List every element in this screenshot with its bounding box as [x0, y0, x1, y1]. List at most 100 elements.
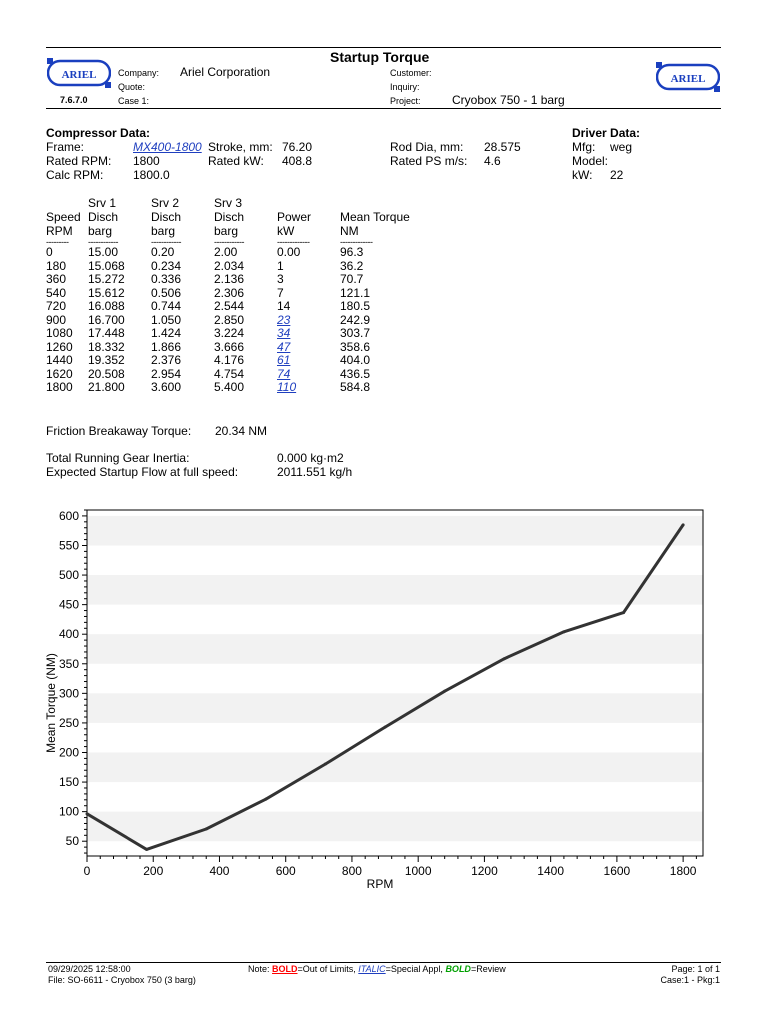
rated-rpm-label: Rated RPM: [46, 154, 112, 168]
table-row: 540 15.612 0.506 2.306 7 121.1 [46, 285, 430, 301]
table-row: 180 15.068 0.234 2.034 1 36.2 [46, 258, 430, 274]
table-cell: 1.424 [151, 326, 182, 340]
table-cell: 3.600 [151, 380, 182, 394]
bold-legend: BOLD [272, 964, 298, 974]
table-cell: 2.034 [214, 258, 245, 273]
table-cell: 16.088 [88, 299, 125, 313]
table-header-row-3: RPM barg barg barg kW NM [46, 224, 430, 238]
table-cell: 436.5 [340, 366, 371, 381]
table-cell: 19.352 [88, 353, 125, 367]
table-cell: 0 [46, 245, 53, 259]
table-cell: 358.6 [340, 339, 371, 354]
table-cell: 540 [46, 285, 67, 300]
y-tick-label: 350 [59, 657, 79, 671]
review-legend: BOLD [445, 964, 471, 974]
svg-text:ARIEL: ARIEL [671, 73, 706, 85]
frame-link[interactable]: MX400-1800 [133, 140, 202, 154]
mfg-label: Mfg: [572, 140, 596, 154]
driver-kw-label: kW: [572, 168, 593, 182]
table-cell[interactable]: 110 [277, 380, 297, 394]
friction-label: Friction Breakaway Torque: [46, 424, 192, 438]
table-cell: 3.666 [214, 339, 245, 354]
table-cell: 36.2 [340, 258, 364, 273]
table-row: 1440 19.352 2.376 4.176 61 404.0 [46, 353, 430, 368]
flow-label: Expected Startup Flow at full speed: [46, 465, 239, 479]
table-cell: 2.850 [214, 312, 245, 327]
grid-band [87, 811, 703, 842]
table-cell[interactable]: 74 [277, 366, 291, 381]
table-header-row-1: Srv 1 Srv 2 Srv 3 [46, 196, 430, 210]
col-header: Disch [88, 210, 119, 224]
table-cell: 1620 [46, 366, 73, 381]
col-header: barg [88, 224, 113, 238]
table-cell: 1080 [46, 326, 73, 340]
y-tick-label: 400 [59, 627, 79, 641]
table-cell: 2.544 [214, 299, 245, 313]
col-header: Srv 1 [88, 196, 117, 210]
col-header: Speed [46, 210, 81, 224]
col-header: Srv 2 [151, 196, 180, 210]
project-value: Cryobox 750 - 1 barg [452, 93, 565, 107]
table-cell: 242.9 [340, 312, 371, 327]
page-title: Startup Torque [330, 49, 430, 65]
table-cell: 180.5 [340, 299, 371, 313]
table-row: 900 16.700 1.050 2.850 23 242.9 [46, 312, 430, 328]
y-tick-label: 100 [59, 805, 79, 819]
table-cell[interactable]: 47 [277, 339, 291, 354]
table-cell: 1800 [46, 380, 73, 394]
table-cell: 0.234 [151, 258, 182, 273]
table-cell: 2.306 [214, 285, 245, 300]
table-cell: 404.0 [340, 353, 371, 367]
table-cell[interactable]: 34 [277, 326, 291, 340]
italic-legend: ITALIC [358, 964, 386, 974]
review-legend-text: =Review [470, 964, 506, 974]
y-tick-label: 450 [59, 598, 79, 612]
data-point [502, 657, 506, 661]
table-row: 1620 20.508 2.954 4.754 74 436.5 [46, 366, 430, 382]
dash-separator: ------------ [151, 237, 181, 247]
table-cell: 0.00 [277, 245, 301, 259]
footer-datetime: 09/29/2025 12:58:00 [48, 964, 131, 974]
inertia-value: 0.000 kg·m2 [277, 451, 344, 465]
x-tick-label: 200 [143, 864, 163, 878]
rod-dia-label: Rod Dia, mm: [390, 140, 464, 154]
table-cell: 2.376 [151, 353, 182, 367]
table-cell: 18.332 [88, 339, 125, 354]
table-row: 720 16.088 0.744 2.544 14 180.5 [46, 299, 430, 314]
stroke-label: Stroke, mm: [208, 140, 273, 154]
x-tick-label: 600 [276, 864, 296, 878]
col-header: barg [214, 224, 239, 238]
table-cell: 180 [46, 258, 67, 273]
rated-kw-value: 408.8 [282, 154, 313, 168]
col-header: Power [277, 210, 312, 224]
footer-rule [46, 962, 721, 963]
table-cell[interactable]: 61 [277, 353, 291, 367]
italic-legend-text: =Special Appl, [385, 964, 446, 974]
company-value: Ariel Corporation [180, 65, 271, 79]
table-row: 1800 21.800 3.600 5.400 110 584.8 [46, 380, 430, 395]
x-tick-label: 1000 [405, 864, 432, 878]
x-tick-label: 800 [342, 864, 362, 878]
calc-rpm-value: 1800.0 [133, 168, 170, 182]
x-tick-label: 0 [84, 864, 91, 878]
header-top-rule [46, 47, 721, 48]
table-cell: 70.7 [340, 272, 364, 286]
startup-torque-table: Srv 1 Srv 2 Srv 3 Speed Disch Disch Disc… [46, 196, 430, 395]
footer-case: Case:1 - Pkg:1 [660, 975, 720, 985]
inquiry-label: Inquiry: [390, 82, 420, 92]
table-cell: 900 [46, 312, 67, 327]
grid-band [87, 515, 703, 546]
data-point [85, 812, 89, 816]
table-cell[interactable]: 23 [277, 312, 291, 327]
footer-file: File: SO-6611 - Cryobox 750 (3 barg) [48, 975, 196, 985]
dash-separator: ------------- [340, 237, 373, 247]
y-tick-label: 150 [59, 775, 79, 789]
driver-heading: Driver Data: [572, 126, 641, 140]
rated-rpm-value: 1800 [133, 154, 160, 168]
col-header: Disch [151, 210, 182, 224]
table-header-row-2: Speed Disch Disch Disch Power Mean Torqu… [46, 210, 430, 224]
x-tick-label: 1800 [670, 864, 697, 878]
table-cell: 1260 [46, 339, 73, 354]
rod-dia-value: 28.575 [484, 140, 521, 154]
grid-band [87, 693, 703, 723]
